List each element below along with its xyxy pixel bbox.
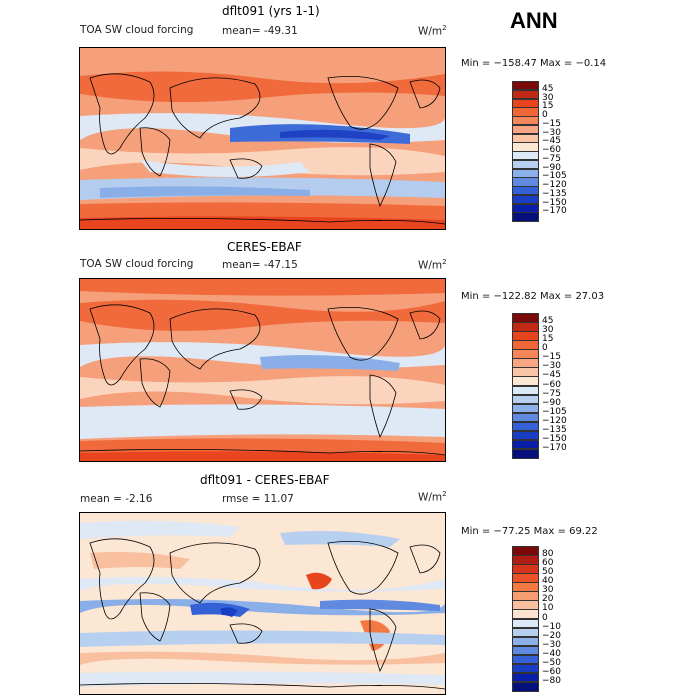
colorbar-tick-label: −150 xyxy=(542,197,567,208)
panel2-map xyxy=(79,278,446,462)
colorbar-swatch xyxy=(512,89,539,99)
colorbar-tick-label: 80 xyxy=(542,549,554,560)
panel2-units: W/m2 xyxy=(418,258,447,272)
panel3-mean: mean = -2.16 xyxy=(80,493,153,505)
panel3-colorbar: 80 60 50 40 30 20 10 0 −10 −20 −30 −40 −50 −60 −80 xyxy=(512,546,572,692)
panel2-mean: mean= -47.15 xyxy=(222,259,298,271)
colorbar-tick-label: −135 xyxy=(542,188,567,199)
colorbar-tick-label: −80 xyxy=(542,675,561,686)
colorbar-tick-label: −105 xyxy=(542,406,567,417)
colorbar-tick-label: −170 xyxy=(542,206,567,217)
colorbar-tick-label: −45 xyxy=(542,136,561,147)
panel1-map-field xyxy=(79,48,446,229)
colorbar-tick-label: 0 xyxy=(542,343,548,354)
colorbar-tick-label: −90 xyxy=(542,397,561,408)
colorbar-tick-label: −45 xyxy=(542,370,561,381)
panel3-map-field xyxy=(79,513,446,694)
colorbar-tick-label: −150 xyxy=(542,433,567,444)
panel1-mean: mean= -49.31 xyxy=(222,25,298,37)
colorbar-tick-label: 0 xyxy=(542,612,548,623)
colorbar-swatch xyxy=(512,186,539,196)
colorbar-tick-label: −135 xyxy=(542,424,567,435)
panel2-minmax: Min = −122.82 Max = 27.03 xyxy=(461,291,605,302)
panel1-map xyxy=(79,47,446,230)
colorbar-swatch xyxy=(512,681,539,692)
colorbar-tick-label: −60 xyxy=(542,379,561,390)
colorbar-tick-label: −30 xyxy=(542,361,561,372)
colorbar-tick-label: −120 xyxy=(542,180,567,190)
season-label: ANN xyxy=(510,8,558,33)
colorbar-swatch xyxy=(512,448,539,459)
colorbar-tick-label: −75 xyxy=(542,153,561,164)
colorbar-swatch xyxy=(512,151,539,161)
colorbar-tick-label: −170 xyxy=(542,442,567,453)
colorbar-swatch xyxy=(512,168,539,178)
colorbar-tick-label: −50 xyxy=(542,657,561,668)
panel2-colorbar: 45 30 15 0 −15 −30 −45 −60 −75 −90 −105 −120 −135 −15… xyxy=(512,313,572,459)
colorbar-tick-label: 10 xyxy=(542,603,554,614)
colorbar-tick-label: 45 xyxy=(542,83,554,94)
panel1-units: W/m2 xyxy=(418,24,447,38)
colorbar-tick-label: −15 xyxy=(542,118,561,129)
colorbar-swatch xyxy=(512,212,539,222)
colorbar-swatch xyxy=(512,177,539,187)
panel1-title: dflt091 (yrs 1-1) xyxy=(222,4,320,18)
colorbar-tick-label: −60 xyxy=(542,145,561,155)
colorbar-swatch xyxy=(512,142,539,152)
colorbar-tick-label: −30 xyxy=(542,639,561,650)
colorbar-tick-label: 60 xyxy=(542,558,554,569)
panel1-variable-label: TOA SW cloud forcing xyxy=(80,24,194,36)
colorbar-swatch xyxy=(512,98,539,108)
colorbar-tick-label: 0 xyxy=(542,110,548,120)
colorbar-tick-label: 30 xyxy=(542,585,554,596)
colorbar-swatch xyxy=(512,124,539,134)
colorbar-tick-label: −30 xyxy=(542,127,561,138)
colorbar-swatch xyxy=(512,203,539,213)
colorbar-tick-label: 40 xyxy=(542,576,554,587)
colorbar-tick-label: 15 xyxy=(542,334,554,345)
panel3-rmse: rmse = 11.07 xyxy=(222,493,294,505)
colorbar-tick-label: −105 xyxy=(542,171,567,182)
colorbar-tick-label: −60 xyxy=(542,666,561,677)
colorbar-tick-label: −10 xyxy=(542,621,561,632)
colorbar-swatch xyxy=(512,159,539,169)
colorbar-tick-label: 15 xyxy=(542,101,554,112)
panel2-map-field xyxy=(79,279,446,461)
panel3-minmax: Min = −77.25 Max = 69.22 xyxy=(461,526,598,537)
colorbar-tick-label: 45 xyxy=(542,316,554,327)
colorbar-swatch xyxy=(512,107,539,117)
panel1-colorbar: 45 30 15 0 −15 −30 −45 −60 −75 −90 −105 −120 −135 −15… xyxy=(512,81,572,222)
colorbar-tick-label: −20 xyxy=(542,630,561,641)
colorbar-swatch xyxy=(512,116,539,126)
colorbar-tick-label: −120 xyxy=(542,415,567,426)
colorbar-tick-label: 30 xyxy=(542,325,554,336)
colorbar-tick-label: 30 xyxy=(542,92,554,103)
panel2-title: CERES-EBAF xyxy=(227,240,302,254)
panel3-title: dflt091 - CERES-EBAF xyxy=(200,473,330,487)
colorbar-tick-label: −75 xyxy=(542,388,561,399)
colorbar-tick-label: 50 xyxy=(542,567,554,578)
colorbar-tick-label: −15 xyxy=(542,352,561,363)
panel2-variable-label: TOA SW cloud forcing xyxy=(80,258,194,270)
colorbar-swatch xyxy=(512,81,539,91)
colorbar-swatch xyxy=(512,194,539,204)
colorbar-swatch xyxy=(512,133,539,143)
colorbar-tick-label: −40 xyxy=(542,648,561,659)
colorbar-tick-label: −90 xyxy=(542,162,561,173)
panel1-minmax: Min = −158.47 Max = −0.14 xyxy=(461,58,607,69)
panel3-units: W/m2 xyxy=(418,490,447,504)
colorbar-tick-label: 20 xyxy=(542,594,554,605)
panel3-map xyxy=(79,512,446,695)
